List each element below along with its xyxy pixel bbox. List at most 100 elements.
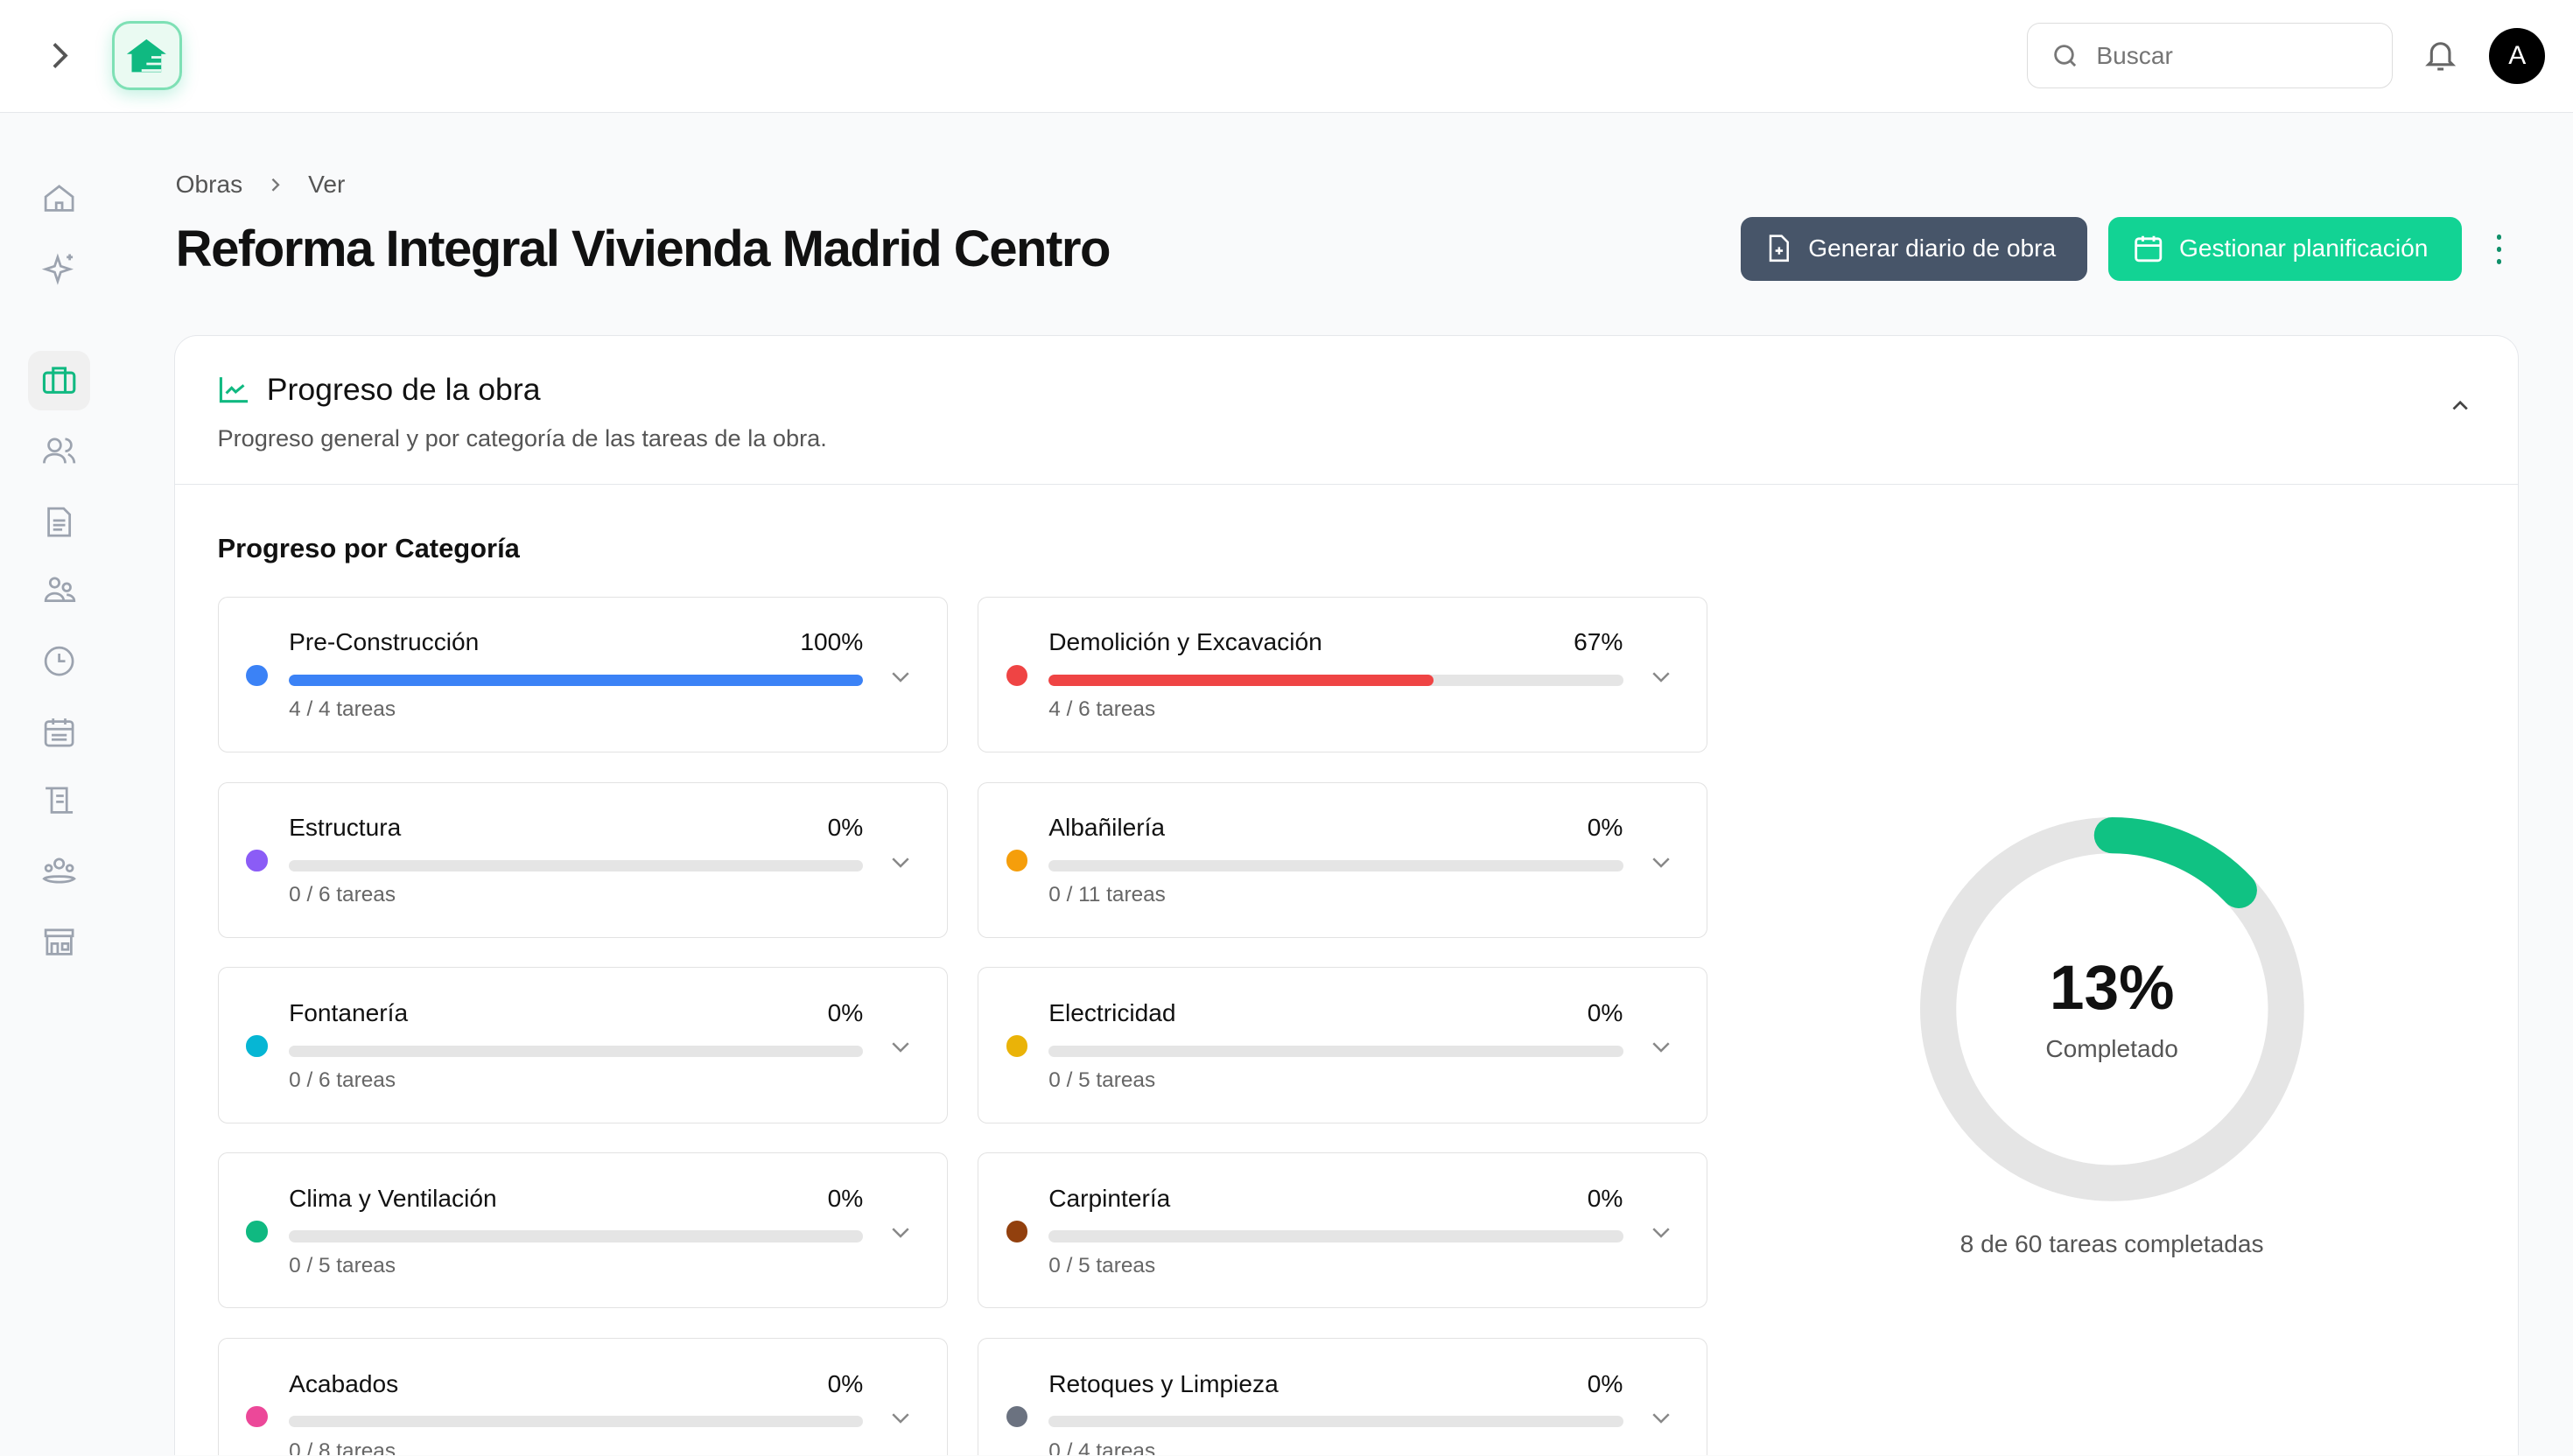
- category-name: Estructura: [289, 814, 402, 842]
- generate-diary-button[interactable]: Generar diario de obra: [1741, 216, 2087, 281]
- category-progress-fill: [1048, 674, 1434, 686]
- sidebar-item-history[interactable]: [28, 632, 90, 691]
- category-color-dot: [246, 664, 268, 686]
- sparkles-icon: [41, 253, 74, 285]
- sidebar-item-clients[interactable]: [28, 422, 90, 481]
- chevron-right-icon: [53, 43, 68, 69]
- category-percent: 0%: [827, 1369, 864, 1397]
- category-card[interactable]: Clima y Ventilación 0% 0 / 5 tareas: [217, 1152, 948, 1309]
- chevron-down-icon[interactable]: [1648, 849, 1674, 875]
- category-card[interactable]: Demolición y Excavación 67% 4 / 6 tareas: [977, 596, 1707, 752]
- sidebar-item-projects[interactable]: [27, 351, 91, 410]
- category-name: Albañilería: [1048, 814, 1166, 842]
- top-bar: A: [0, 0, 2573, 114]
- sidebar-item-groups[interactable]: [28, 842, 90, 901]
- category-task-count: 0 / 5 tareas: [289, 1253, 396, 1278]
- chevron-down-icon[interactable]: [1648, 1219, 1674, 1245]
- category-progress-bar: [289, 859, 864, 872]
- app-logo[interactable]: [111, 21, 183, 91]
- breadcrumb-ver: Ver: [308, 171, 346, 198]
- scroll-icon: [46, 787, 73, 815]
- chevron-down-icon[interactable]: [887, 1033, 914, 1060]
- search-box[interactable]: [2026, 23, 2393, 89]
- category-card[interactable]: Retoques y Limpieza 0% 0 / 4 tareas: [977, 1338, 1707, 1456]
- chevron-down-icon[interactable]: [887, 1404, 914, 1431]
- category-color-dot: [246, 1221, 268, 1242]
- house-bricks-icon: [127, 39, 167, 73]
- chevron-down-icon[interactable]: [887, 1219, 914, 1245]
- category-progress-bar: [289, 1416, 864, 1428]
- category-card[interactable]: Estructura 0% 0 / 6 tareas: [217, 781, 948, 938]
- generate-diary-label: Generar diario de obra: [1808, 234, 2057, 262]
- category-card[interactable]: Carpintería 0% 0 / 5 tareas: [977, 1152, 1707, 1309]
- category-task-count: 0 / 8 tareas: [289, 1438, 396, 1456]
- clock-icon: [44, 646, 74, 676]
- sidebar: [0, 113, 118, 1455]
- category-task-count: 0 / 11 tareas: [1048, 882, 1166, 906]
- category-task-count: 0 / 6 tareas: [289, 1068, 396, 1092]
- briefcase-icon: [42, 367, 76, 395]
- category-color-dot: [246, 1035, 268, 1057]
- category-progress-bar: [1048, 1230, 1623, 1242]
- chevron-down-icon[interactable]: [1648, 663, 1674, 690]
- chevron-down-icon[interactable]: [887, 849, 914, 875]
- category-task-count: 0 / 4 tareas: [1048, 1438, 1156, 1456]
- file-plus-icon: [1769, 234, 1789, 262]
- category-name: Demolición y Excavación: [1048, 628, 1322, 656]
- store-icon: [44, 928, 74, 956]
- category-progress-bar: [1048, 1416, 1623, 1428]
- category-percent: 67%: [1574, 628, 1623, 656]
- category-card[interactable]: Electricidad 0% 0 / 5 tareas: [977, 967, 1707, 1124]
- panel-header: Progreso de la obra Progreso general y p…: [174, 336, 2519, 486]
- category-card[interactable]: Acabados 0% 0 / 8 tareas: [217, 1338, 948, 1456]
- category-color-dot: [1006, 1035, 1027, 1057]
- sidebar-item-documents[interactable]: [28, 493, 90, 552]
- search-input[interactable]: [2096, 41, 2343, 70]
- avatar[interactable]: A: [2489, 27, 2546, 84]
- panel-title: Progreso de la obra: [266, 371, 541, 407]
- notifications-button[interactable]: [2422, 36, 2458, 82]
- overall-progress-donut: [1919, 816, 2304, 1201]
- sidebar-item-home[interactable]: [28, 169, 90, 228]
- chevron-down-icon[interactable]: [1648, 1033, 1674, 1060]
- sidebar-item-team[interactable]: [28, 561, 90, 620]
- category-task-count: 0 / 5 tareas: [1048, 1068, 1156, 1092]
- more-options-button[interactable]: [2485, 231, 2514, 267]
- chevron-down-icon[interactable]: [887, 663, 914, 690]
- overall-label: Completado: [2045, 1035, 2178, 1063]
- chevron-up-icon: [2452, 400, 2469, 410]
- overall-percent: 13%: [2049, 952, 2175, 1023]
- category-color-dot: [246, 1406, 268, 1428]
- users-icon: [42, 438, 76, 464]
- sidebar-item-calendar[interactable]: [28, 703, 90, 762]
- category-card[interactable]: Pre-Construcción 100% 4 / 4 tareas: [217, 596, 948, 752]
- category-color-dot: [1006, 664, 1027, 686]
- breadcrumb-obras[interactable]: Obras: [175, 171, 243, 198]
- category-percent: 0%: [827, 814, 864, 842]
- category-percent: 0%: [1587, 814, 1623, 842]
- sidebar-item-ai[interactable]: [28, 240, 90, 299]
- expand-sidebar-button[interactable]: [39, 36, 79, 75]
- sidebar-item-suppliers[interactable]: [28, 913, 90, 972]
- collapse-button[interactable]: [2449, 395, 2471, 424]
- category-name: Pre-Construcción: [289, 628, 480, 656]
- manage-planning-button[interactable]: Gestionar planificación: [2108, 216, 2462, 281]
- category-card[interactable]: Fontanería 0% 0 / 6 tareas: [217, 967, 948, 1124]
- progress-panel: Progreso de la obra Progreso general y p…: [173, 334, 2520, 1456]
- category-percent: 0%: [1587, 1369, 1623, 1397]
- category-name: Electricidad: [1048, 999, 1176, 1026]
- overall-summary: 8 de 60 tareas completadas: [1960, 1230, 2264, 1258]
- category-percent: 0%: [1587, 999, 1623, 1026]
- sidebar-item-contracts[interactable]: [28, 771, 90, 830]
- team-icon: [44, 577, 76, 603]
- category-color-dot: [1006, 1221, 1027, 1242]
- category-progress-bar: [289, 1230, 864, 1242]
- category-color-dot: [1006, 1406, 1027, 1428]
- category-card[interactable]: Albañilería 0% 0 / 11 tareas: [977, 781, 1707, 938]
- chevron-down-icon[interactable]: [1648, 1404, 1674, 1431]
- donut-progress-arc: [1919, 816, 2304, 1201]
- document-icon: [47, 507, 71, 537]
- category-name: Clima y Ventilación: [289, 1184, 497, 1212]
- category-color-dot: [1006, 850, 1027, 872]
- category-task-count: 0 / 5 tareas: [1048, 1253, 1156, 1278]
